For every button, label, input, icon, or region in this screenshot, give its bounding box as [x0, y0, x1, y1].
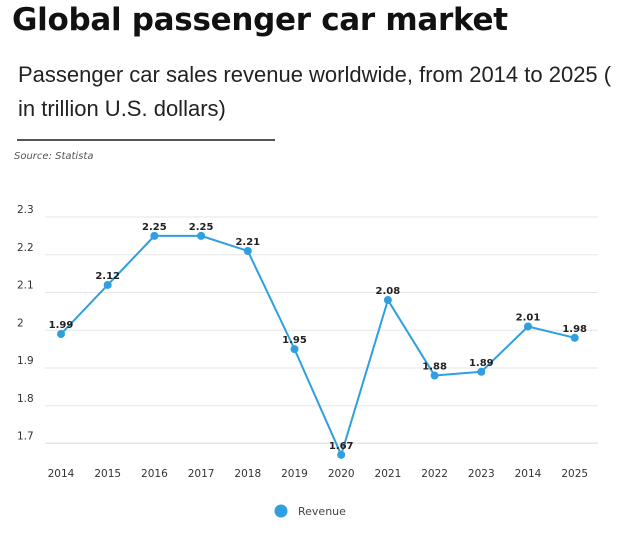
data-label: 1.89 [469, 358, 494, 369]
data-point[interactable] [57, 330, 65, 339]
y-axis-ticks: 2.3 2.2 2.1 2 1.9 1.8 1.7 [17, 204, 34, 443]
data-point[interactable] [430, 371, 439, 380]
data-label: 1.95 [282, 335, 307, 346]
x-tick-label: 2018 [234, 468, 261, 480]
data-point[interactable] [524, 322, 532, 331]
y-tick-label: 1.9 [17, 355, 34, 367]
x-tick-label: 2016 [141, 468, 168, 480]
y-tick-label: 2.2 [17, 242, 34, 254]
x-tick-label: 2023 [468, 468, 495, 480]
chart-subtitle: Passenger car sales revenue worldwide, f… [18, 62, 612, 121]
data-point[interactable] [337, 450, 346, 459]
data-label: 1.99 [49, 320, 74, 331]
x-tick-label: 2014 [515, 468, 542, 480]
legend-marker[interactable] [274, 504, 288, 518]
chart-title: Global passenger car market [12, 2, 508, 38]
x-tick-label: 2019 [281, 468, 308, 480]
y-tick-label: 1.8 [17, 393, 34, 405]
data-point[interactable] [243, 246, 252, 255]
data-point[interactable] [290, 345, 299, 354]
x-tick-label: 2020 [328, 468, 355, 480]
header-divider [17, 139, 275, 141]
data-label: 2.25 [142, 222, 167, 233]
x-tick-label: 2017 [188, 468, 215, 480]
y-tick-label: 1.7 [17, 431, 34, 443]
legend-label[interactable]: Revenue [298, 505, 346, 518]
data-label: 1.67 [329, 441, 354, 452]
data-point[interactable] [383, 296, 392, 305]
legend[interactable]: Revenue [274, 504, 347, 519]
data-point[interactable] [477, 367, 486, 376]
data-label: 2.01 [516, 312, 541, 323]
x-axis-ticks: 2014 2015 2016 2017 2018 2019 2020 2021 2022 2023… [48, 468, 588, 480]
y-tick-label: 2.3 [17, 204, 34, 216]
data-point[interactable] [150, 231, 159, 240]
grid-lines [45, 216, 598, 444]
data-label: 2.12 [95, 271, 120, 282]
data-labels: 1.99 2.12 2.25 2.25 2.21 1.95 1.67 2.08 1.88 1.89… [49, 222, 587, 452]
data-label: 2.21 [235, 237, 260, 248]
x-tick-label: 2025 [561, 468, 588, 480]
revenue-data-points [57, 231, 579, 459]
x-tick-label: 2022 [421, 468, 448, 480]
data-label: 2.25 [189, 222, 214, 233]
x-tick-label: 2021 [375, 468, 402, 480]
x-tick-label: 2015 [94, 468, 121, 480]
source-note: Source: Statista [14, 151, 94, 162]
revenue-series-line [60, 234, 575, 456]
y-tick-label: 2 [17, 317, 24, 329]
data-point[interactable] [570, 333, 579, 342]
data-label: 1.98 [562, 324, 587, 335]
x-tick-label: 2014 [48, 468, 75, 480]
data-point[interactable] [197, 231, 206, 240]
y-tick-label: 2.1 [17, 280, 34, 292]
data-label: 2.08 [376, 286, 401, 297]
data-label: 1.88 [422, 362, 447, 373]
data-point[interactable] [103, 280, 112, 289]
